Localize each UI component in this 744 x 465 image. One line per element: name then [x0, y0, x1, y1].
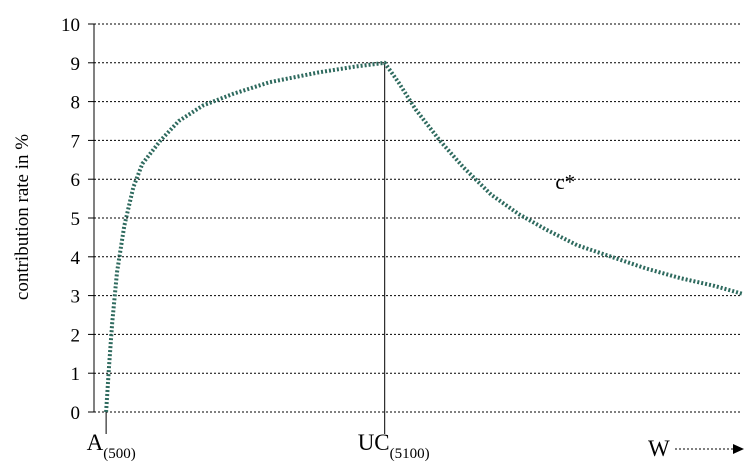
- y-tick-labels: 0 1 2 3 4 5 6 7 8 9 10: [61, 15, 94, 424]
- series-line-c-star: [104, 60, 743, 413]
- y-tick-label-6: 6: [71, 170, 81, 191]
- x-marker-sub-a: (500): [103, 446, 136, 462]
- y-tick-label-10: 10: [61, 15, 80, 36]
- y-axis-title: contribution rate in %: [12, 134, 33, 300]
- x-marker-sub-uc: (5100): [390, 446, 430, 462]
- x-marker-label-a: A(500): [87, 430, 136, 462]
- x-marker-main-uc: UC: [358, 430, 390, 455]
- y-tick-label-7: 7: [71, 131, 81, 152]
- y-tick-label-2: 2: [71, 325, 81, 346]
- curve-layer: [104, 60, 743, 413]
- x-marker-label-uc: UC(5100): [358, 430, 430, 462]
- y-tick-label-3: 3: [71, 287, 81, 308]
- y-tick-label-0: 0: [71, 403, 81, 424]
- x-axis-label-w: W: [648, 436, 670, 461]
- x-axis-arrow-head: [733, 444, 744, 454]
- y-tick-label-8: 8: [71, 93, 81, 114]
- series-label-c-star: c*: [555, 170, 575, 194]
- y-tick-label-1: 1: [71, 364, 81, 385]
- x-markers: A(500) UC(5100): [87, 62, 430, 462]
- x-axis-label-group: W: [648, 436, 744, 461]
- y-tick-label-9: 9: [71, 54, 81, 75]
- y-tick-label-5: 5: [71, 209, 81, 230]
- x-marker-main-a: A: [87, 430, 104, 455]
- y-tick-label-4: 4: [71, 248, 81, 269]
- gridlines: [94, 23, 742, 374]
